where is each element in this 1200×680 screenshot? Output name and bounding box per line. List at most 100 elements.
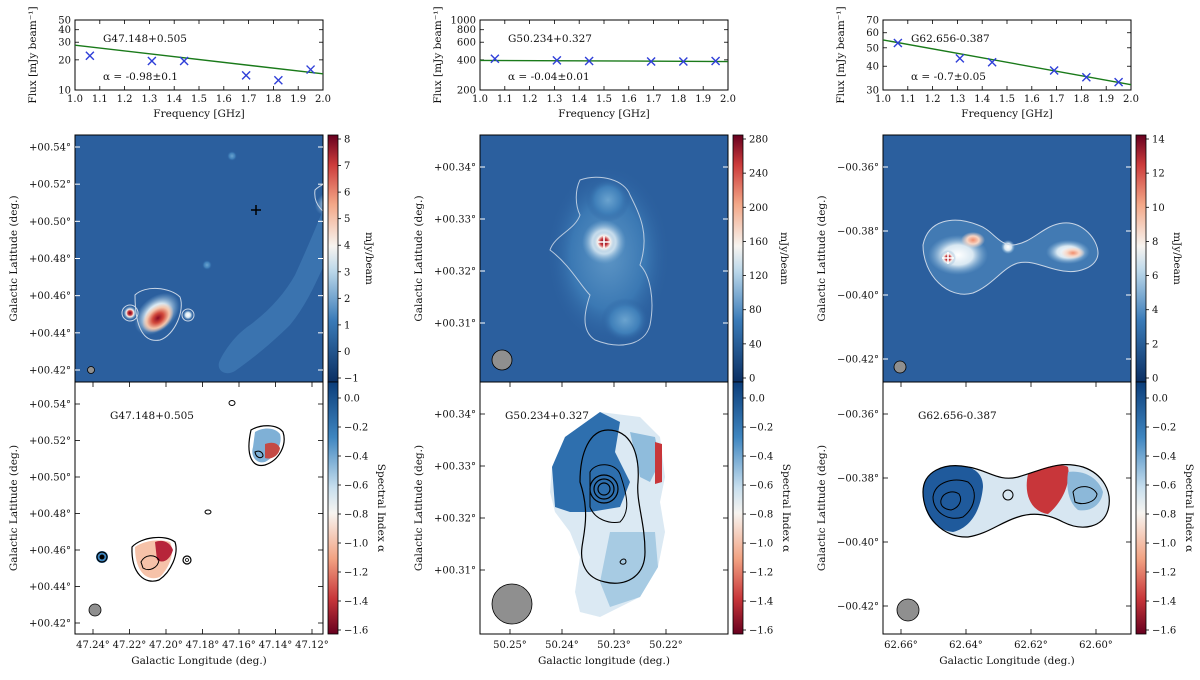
plot-frame [479,19,729,91]
colorbar-tick-label: −1.2 [1152,568,1176,579]
map-feature [314,184,323,212]
panel-source-title: G47.148+0.505 [110,410,194,422]
colorbar-tick-label: 0 [749,374,755,385]
x-tick-label: 1.0 [472,94,488,105]
x-tick-label: 1.6 [1024,94,1040,105]
x-tick-label: 1.6 [621,94,637,105]
y-tick-label: +00.48° [29,254,71,265]
data-point-stroke [241,70,251,80]
y-tick-label: 40 [866,62,879,73]
map-feature [549,176,653,346]
y-tick-label: −00.36° [837,410,879,421]
map-emission [87,151,323,374]
alpha-map-feature [254,450,264,459]
alpha-map-feature [1026,465,1069,514]
colorbar-tick-label: −1.6 [1152,626,1176,637]
map-feature [227,151,237,161]
x-axis-label: Frequency [GHz] [961,108,1052,120]
y-axis-label: Galactic Latitude (deg.) [413,445,425,571]
x-tick-label: 1.0 [67,94,83,105]
y-tick-label: 30 [58,38,71,49]
colorbar-tick-label: 0.0 [344,394,360,405]
source-name: G47.148+0.505 [103,33,187,45]
map-feature [123,306,137,320]
data-point [584,56,594,66]
y-tick-label: +00.50° [29,217,71,228]
y-axis-label: Flux [mJy beam⁻¹] [432,6,444,103]
alpha-map-feature [182,555,192,565]
y-tick-label: 70 [866,16,879,27]
map-feature [183,310,193,320]
colorbar-label: mJy/beam [1171,232,1183,285]
alpha-map-group [88,400,285,617]
data-point-stroke [273,75,283,85]
y-tick-label: 20 [58,55,71,66]
alpha-map-feature [552,412,630,512]
colorbar-label: mJy/beam [363,232,375,285]
data-point [955,53,965,63]
alpha-map-feature [630,432,660,482]
colorbar [732,381,744,635]
data-point-stroke [490,54,500,64]
y-tick-label: +00.54° [29,143,71,154]
x-tick-label: 1.2 [117,94,133,105]
data-point-stroke [552,55,562,65]
y-axis-label: Galactic Latitude (deg.) [413,195,425,321]
colorbar [327,381,339,635]
colorbar-tick-label: −1.2 [344,568,368,579]
colorbar [732,134,744,383]
colorbar-tick-label: 0 [344,347,350,358]
alpha-map-feature [597,482,611,496]
colorbar [1135,134,1147,383]
data-point [490,54,500,64]
y-tick-label: 60 [866,28,879,39]
spectrum-panel: 1.0 1.1 1.2 1.3 1.4 1.5 1.6 1.7 1.8 1.9 2.0 30 40 50 6… [835,6,1139,120]
map-feature [893,360,907,374]
map-frame [882,381,1132,635]
map-feature [202,260,212,270]
map-emission-group [491,165,670,371]
chart-layer: 1.0 1.1 1.2 1.3 1.4 1.5 1.6 1.7 1.8 1.9 2.0 10 20 30 4… [27,6,1139,120]
data-point [273,75,283,85]
y-tick-label: 1000 [451,16,476,27]
spectral-index-annotation: α = -0.7±0.05 [911,71,986,83]
y-tick-label: +00.44° [29,582,71,593]
y-tick-label: +00.33° [434,215,476,226]
data-point-stroke [893,38,903,48]
intensity-map-panel: +00.54° +00.52° +00.50° +00.48° +00.46° +00.4… [8,134,375,385]
colorbar-tick-label: 280 [749,135,768,146]
map-feature [218,209,323,374]
x-tick-label: 2.0 [315,94,331,105]
y-tick-label: 50 [866,43,879,54]
data-point-stroke [1081,72,1091,82]
y-tick-label: −00.42° [837,602,879,613]
alpha-map-feature [589,464,628,523]
map-frame [74,381,324,635]
y-tick-label: +00.32° [434,514,476,525]
x-tick-label: 1.3 [949,94,965,105]
colorbar-tick-label: −1.6 [344,626,368,637]
colorbar-tick-label: 1 [344,320,350,331]
x-tick-label: 62.60° [1079,640,1113,651]
alpha-map-feature [185,558,189,562]
alpha-map-feature [131,536,177,582]
map-feature [181,308,195,322]
data-point-stroke [179,56,189,66]
data-point-stroke [306,65,316,75]
colorbar-tick-label: 80 [749,305,762,316]
colorbar-tick-label: 200 [749,203,768,214]
x-tick-label: 47.16° [222,640,256,651]
colorbar-tick-label: −0.4 [344,452,368,463]
data-point [678,57,688,67]
colorbar-tick-label: 40 [749,339,762,350]
alpha-map-group [896,464,1110,622]
x-tick-label: 1.8 [670,94,686,105]
data-point [646,57,656,67]
x-tick-label: 1.4 [571,94,587,105]
alpha-map-feature [896,598,920,622]
x-tick-label: 50.23° [597,640,631,651]
map-feature [922,219,1099,295]
x-tick-label: 1.5 [999,94,1015,105]
x-tick-label: 1.9 [695,94,711,105]
alpha-map-feature [1067,471,1103,511]
